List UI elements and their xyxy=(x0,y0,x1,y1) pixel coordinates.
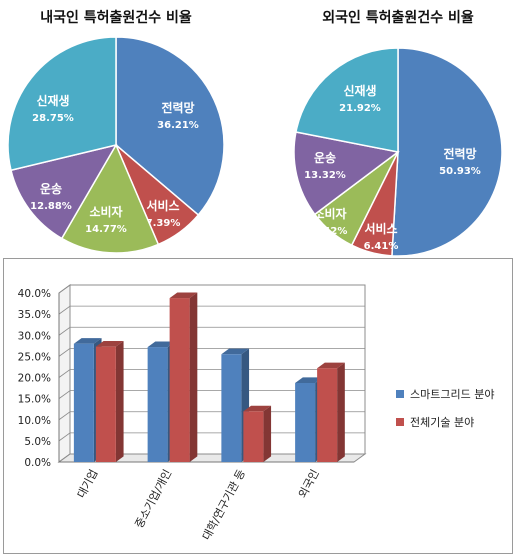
bar-top xyxy=(95,341,124,347)
slice-label: 전력망 xyxy=(161,100,194,115)
bar-top xyxy=(169,292,198,299)
y-tick-label: 20.0% xyxy=(18,373,51,385)
slice-value: 36.21% xyxy=(157,120,199,131)
y-tick-label: 40.0% xyxy=(18,288,51,300)
slice-label: 운송 xyxy=(314,150,336,165)
bar-top xyxy=(295,377,323,383)
pie-slice xyxy=(10,143,118,240)
slice-label: 전력망 xyxy=(443,146,476,161)
pie-slice xyxy=(7,36,117,172)
gridline xyxy=(58,369,365,378)
y-tick-label: 5.0% xyxy=(24,436,51,448)
bar xyxy=(169,298,190,462)
gridline xyxy=(58,390,365,399)
legend-item-series2: 전체기술 분야 xyxy=(396,414,494,430)
legend-swatch-series2 xyxy=(396,418,404,426)
x-tick-label: 대학/연구기관 등 xyxy=(200,467,248,542)
legend-swatch-series1 xyxy=(396,390,404,398)
slice-value: 6.41% xyxy=(364,241,399,252)
bar-side xyxy=(115,341,124,462)
bar xyxy=(95,346,116,462)
bar xyxy=(73,343,94,462)
bar-side xyxy=(189,292,198,462)
y-tick-label: 15.0% xyxy=(18,394,51,406)
y-tick-label: 30.0% xyxy=(18,330,51,342)
gridline xyxy=(58,305,365,315)
x-tick-label: 중소기업/개인 xyxy=(133,467,175,530)
pie-slice xyxy=(115,36,225,216)
slice-value: 12.88% xyxy=(30,201,72,212)
bar xyxy=(243,411,264,462)
legend-label-series1: 스마트그리드 분야 xyxy=(410,388,495,401)
y-tick-label: 25.0% xyxy=(18,351,51,363)
slice-label: 서비스 xyxy=(146,198,179,213)
pie-title: 외국인 특허출원건수 비율 xyxy=(322,9,474,26)
bar-top xyxy=(317,362,345,369)
gridline xyxy=(58,347,365,357)
gridline xyxy=(58,284,365,294)
x-tick-label: 대기업 xyxy=(75,467,101,500)
pie-slice xyxy=(293,131,400,216)
y-tick-label: 10.0% xyxy=(18,415,51,427)
slice-value: 21.92% xyxy=(339,103,381,114)
gridline xyxy=(58,326,365,336)
slice-label: 운송 xyxy=(40,181,62,196)
bar-side xyxy=(263,405,272,462)
bar xyxy=(317,368,338,462)
bar-top xyxy=(147,341,176,348)
bar-chart-panel: 0.0% 5.0% 10.0% 15.0% 20.0% 25.0% 30.0% 35.0% 40… xyxy=(3,258,513,554)
bar-legend: 스마트그리드 분야 전체기술 분야 xyxy=(396,386,494,442)
slice-value: 14.77% xyxy=(85,224,127,235)
bar xyxy=(295,382,316,462)
slice-label: 소비자 xyxy=(89,204,122,219)
bar-top xyxy=(221,348,250,355)
legend-label-series2: 전체기술 분야 xyxy=(410,416,475,429)
bar-chart: 0.0% 5.0% 10.0% 15.0% 20.0% 25.0% 30.0% 35.0% 40… xyxy=(18,284,367,542)
legend-item-series1: 스마트그리드 분야 xyxy=(396,386,494,402)
slice-value: 7.39% xyxy=(146,218,181,229)
slice-value: 7.42% xyxy=(313,226,348,237)
bar-side xyxy=(337,362,345,462)
slice-value: 13.32% xyxy=(304,170,346,181)
x-tick-label: 외국인 xyxy=(296,467,322,500)
y-tick-label: 0.0% xyxy=(24,457,51,469)
pie-title: 내국인 특허출원건수 비율 xyxy=(40,9,192,26)
pie-slice xyxy=(295,47,399,153)
slice-value: 50.93% xyxy=(439,166,481,177)
y-tick-label: 35.0% xyxy=(18,309,51,321)
pie-slice xyxy=(391,47,503,257)
bar xyxy=(147,347,168,462)
slice-label: 신재생 xyxy=(343,83,376,98)
slice-value: 28.75% xyxy=(32,113,74,124)
bar-top xyxy=(243,405,272,412)
slice-label: 서비스 xyxy=(364,221,397,236)
bar xyxy=(221,354,242,462)
bar-top xyxy=(73,338,102,344)
pie-slice xyxy=(60,143,160,254)
slice-label: 신재생 xyxy=(36,93,69,108)
